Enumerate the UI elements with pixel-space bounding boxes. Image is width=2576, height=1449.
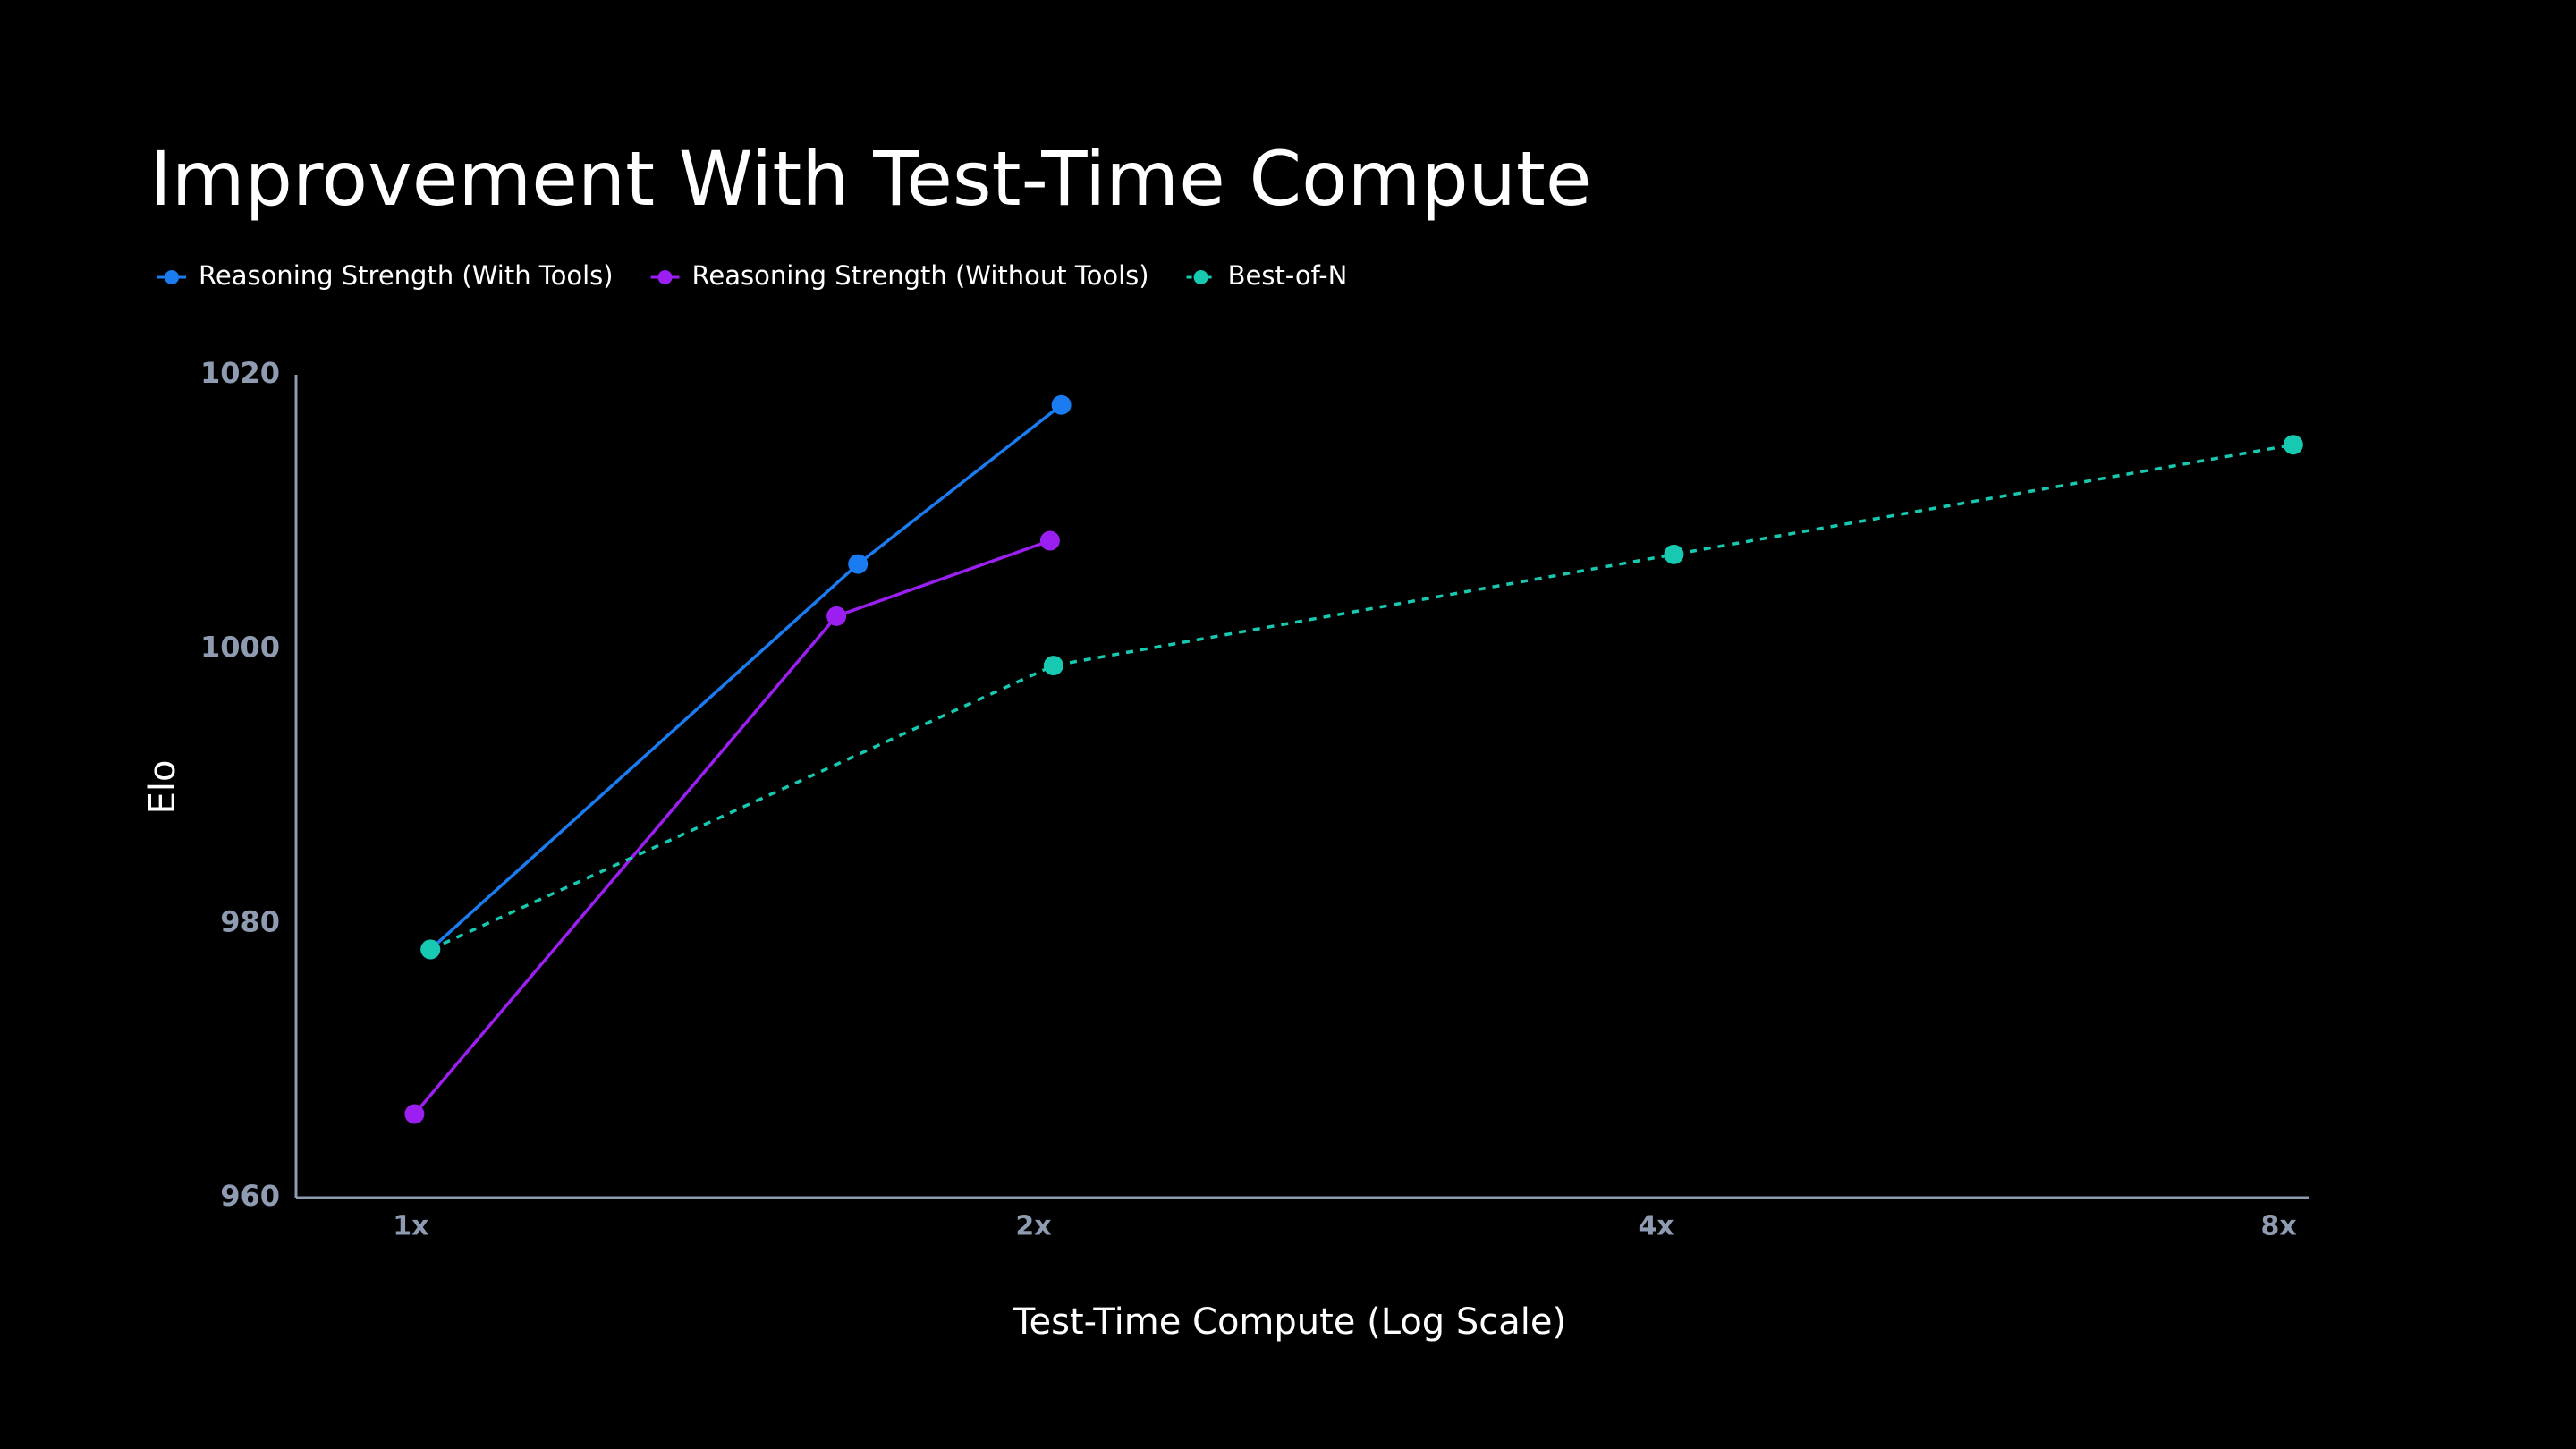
legend-swatch-marker: [165, 270, 179, 284]
y-tick-label: 1000: [200, 631, 280, 665]
data-point: [1051, 394, 1072, 415]
legend-label: Reasoning Strength (With Tools): [199, 260, 614, 291]
y-tick-label: 980: [220, 904, 280, 938]
chart-title: Improvement With Test-Time Compute: [149, 135, 1592, 223]
y-tick-label: 1020: [200, 356, 280, 390]
y-tick-label: 960: [220, 1179, 280, 1213]
x-tick-label: 8x: [2261, 1211, 2297, 1242]
data-point: [1043, 656, 1063, 676]
legend-swatch-marker: [657, 270, 673, 284]
data-point: [2283, 435, 2303, 455]
x-tick-label: 4x: [1638, 1211, 1674, 1242]
x-axis-label: Test-Time Compute (Log Scale): [1013, 1301, 1566, 1343]
legend-label: Best-of-N: [1228, 260, 1348, 291]
data-point: [404, 1104, 425, 1124]
y-axis-label: Elo: [142, 760, 183, 815]
legend-label: Reasoning Strength (Without Tools): [692, 260, 1149, 291]
legend-swatch-marker: [1193, 270, 1208, 284]
data-point: [420, 939, 441, 960]
x-tick-label: 1x: [393, 1211, 428, 1242]
data-point: [1664, 544, 1684, 564]
x-tick-label: 2x: [1015, 1211, 1051, 1242]
data-point: [1039, 530, 1060, 551]
data-point: [848, 554, 869, 574]
data-point: [826, 606, 847, 626]
